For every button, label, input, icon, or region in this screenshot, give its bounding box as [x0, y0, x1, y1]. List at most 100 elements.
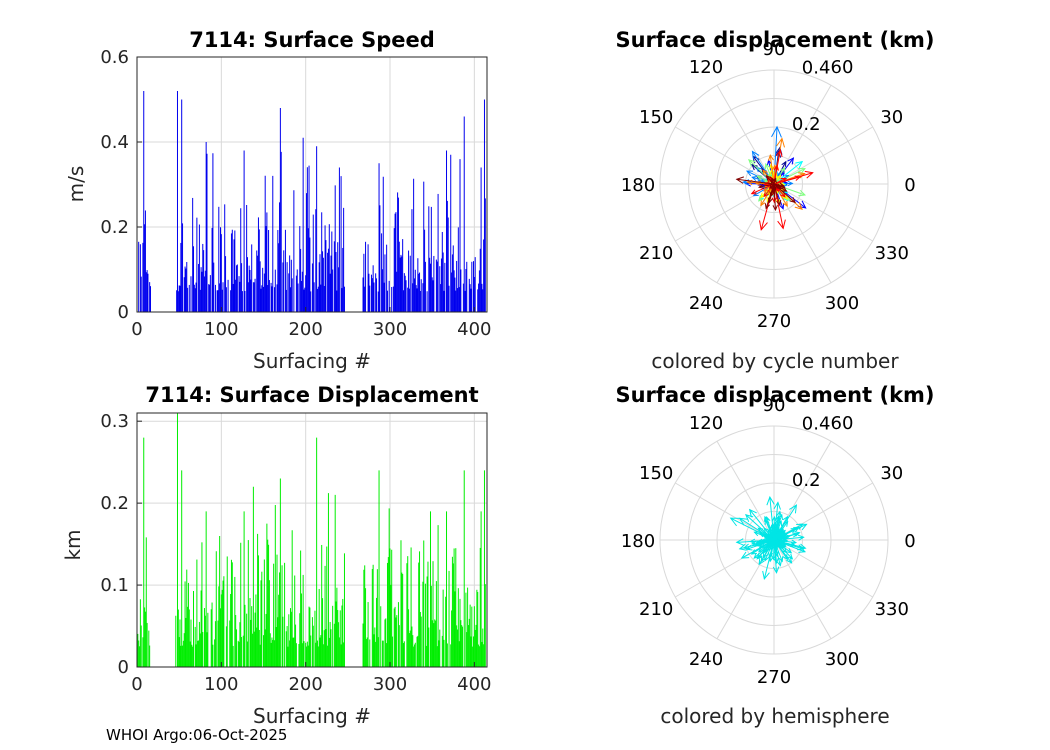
- polar-hemisphere-caption: colored by hemisphere: [660, 704, 889, 728]
- displacement-ytick-label: 0.3: [100, 411, 129, 432]
- polar_hemisphere-arrow-head: [753, 552, 760, 559]
- polar_hemisphere-arrow-head: [738, 543, 747, 551]
- polar_hemisphere-angle-label: 0: [904, 531, 915, 552]
- polar_hemisphere-arrow-head: [735, 538, 744, 546]
- speed-xtick-label: 100: [204, 319, 238, 340]
- polar_hemisphere-arrow-head: [773, 557, 779, 564]
- polar_hemisphere-arrow-head: [799, 523, 808, 531]
- polar_cycle-spoke: [773, 183, 873, 242]
- polar_cycle-arrow-head: [748, 159, 756, 167]
- polar_cycle-arrow-head: [780, 191, 786, 198]
- polar_cycle-radial-label: 0.4: [802, 58, 831, 79]
- polar_cycle-arrow-head: [764, 162, 770, 170]
- polar_hemisphere-arrow: [772, 539, 780, 574]
- polar_hemisphere-arrow: [764, 515, 775, 541]
- polar_hemisphere-arrow-shaft: [773, 539, 783, 546]
- polar_cycle-arrow-shaft: [773, 183, 796, 203]
- polar_cycle-arrow-head: [769, 163, 775, 170]
- footer-stamp: WHOI Argo:06-Oct-2025: [106, 726, 288, 744]
- polar_cycle-arrow-head: [777, 219, 786, 230]
- polar_cycle-arrow-head: [781, 186, 788, 192]
- polar_cycle-arrow-head: [757, 183, 765, 189]
- polar_cycle-arrow: [773, 183, 782, 207]
- polar_cycle-arrow-shaft: [736, 178, 775, 185]
- polar_cycle-arrow: [773, 183, 788, 192]
- polar_hemisphere-arrow: [753, 531, 775, 541]
- polar_cycle-arrow-head: [787, 157, 795, 165]
- polar_hemisphere-arrow: [773, 533, 783, 541]
- polar_cycle-arrow-head: [771, 177, 777, 184]
- speed-xtick-label: 200: [288, 319, 322, 340]
- polar_hemisphere-arrow-head: [794, 531, 801, 537]
- polar_cycle-angle-label: 60: [831, 57, 854, 78]
- polar_hemisphere-arrow-head: [782, 537, 789, 544]
- polar_cycle-arrow-head: [794, 202, 803, 210]
- polar_cycle-angle-label: 270: [757, 311, 791, 332]
- polar_hemisphere-angle-label: 210: [639, 599, 673, 620]
- speed-xtick-label: 400: [457, 319, 491, 340]
- polar_cycle-arrow: [765, 175, 775, 185]
- speed-ytick-label: 0: [118, 302, 129, 323]
- polar_cycle-arrow: [735, 176, 775, 185]
- polar_cycle-angle-label: 240: [689, 293, 723, 314]
- polar_hemisphere-radial-label: 0.2: [792, 470, 821, 491]
- displacement-axes-frame: [136, 412, 488, 668]
- polar_hemisphere-arrow-head: [790, 527, 797, 533]
- polar_hemisphere-arrow-shaft: [773, 539, 778, 573]
- polar_cycle-arrow: [773, 174, 782, 185]
- displacement-chart-xlabel: Surfacing #: [253, 704, 371, 728]
- polar_cycle-arrow-head: [763, 191, 769, 198]
- polar_cycle-arrow-head: [745, 170, 754, 177]
- polar_cycle-arrow-head: [804, 170, 814, 179]
- polar_hemisphere-angle-label: 120: [689, 413, 723, 434]
- polar_cycle-arrow-shaft: [765, 175, 775, 185]
- polar_cycle-arrow-head: [776, 199, 782, 207]
- polar_cycle-arrow-head: [798, 189, 807, 197]
- polar_hemisphere-arrow-head: [745, 544, 753, 551]
- polar_cycle-arrow: [768, 183, 775, 189]
- polar_cycle-arrow-head: [769, 168, 775, 175]
- polar_hemisphere-arrow-shaft: [741, 539, 775, 559]
- polar_cycle-angle-label: 180: [621, 175, 655, 196]
- polar_hemisphere-arrow-head: [768, 552, 774, 559]
- polar_hemisphere-arrow-shaft: [754, 531, 775, 541]
- polar_cycle-arrow-head: [760, 200, 766, 207]
- displacement-chart-ylabel: km: [61, 529, 85, 560]
- polar_hemisphere-arrow-head: [753, 531, 760, 537]
- polar_hemisphere-arrow-head: [762, 552, 768, 559]
- polar_cycle-arrow-head: [787, 180, 794, 187]
- polar_hemisphere-arrow-head: [786, 548, 793, 554]
- polar_cycle-arrow-head: [770, 177, 776, 184]
- polar_cycle-arrow: [773, 183, 786, 230]
- displacement-ytick-label: 0.2: [100, 493, 129, 514]
- polar_hemisphere-arrow-head: [766, 495, 775, 506]
- polar_cycle-arrow-head: [774, 150, 782, 158]
- speed-chart-ylabel: m/s: [64, 166, 88, 203]
- polar_hemisphere-arrow-head: [756, 538, 763, 544]
- speed-xtick-label: 0: [131, 319, 142, 340]
- polar_hemisphere-arrow-head: [769, 544, 775, 551]
- polar_hemisphere-arrow-head: [763, 534, 770, 540]
- polar_hemisphere-arrow: [773, 532, 799, 541]
- polar_hemisphere-spoke: [716, 441, 775, 541]
- displacement-ytick-label: 0.1: [100, 575, 129, 596]
- polar_cycle-arrow-head: [795, 160, 804, 169]
- polar_hemisphere-arrow-shaft: [773, 528, 796, 541]
- polar_cycle-arrow-head: [767, 197, 773, 204]
- polar_hemisphere-arrow-head: [770, 522, 776, 529]
- displacement-chart-title: 7114: Surface Displacement: [145, 383, 478, 407]
- polar_hemisphere-arrow-head: [772, 566, 780, 574]
- polar_cycle-arrow: [770, 183, 777, 194]
- polar_hemisphere-arrow-head: [764, 518, 770, 525]
- polar_cycle-arrow: [773, 170, 814, 185]
- polar_cycle-spoke: [716, 85, 775, 185]
- polar_hemisphere-arrow-head: [773, 501, 781, 510]
- polar_cycle-arrow-head: [751, 150, 760, 160]
- polar_cycle-arrow-head: [782, 200, 788, 208]
- polar_hemisphere-arrow: [770, 525, 776, 541]
- polar_hemisphere-arrow-head: [790, 541, 797, 547]
- polar_cycle-arrow-head: [798, 168, 806, 175]
- polar_hemisphere-arrow-head: [754, 541, 761, 547]
- polar_hemisphere-arrow: [773, 539, 784, 546]
- speed-ytick-label: 0.2: [100, 217, 129, 238]
